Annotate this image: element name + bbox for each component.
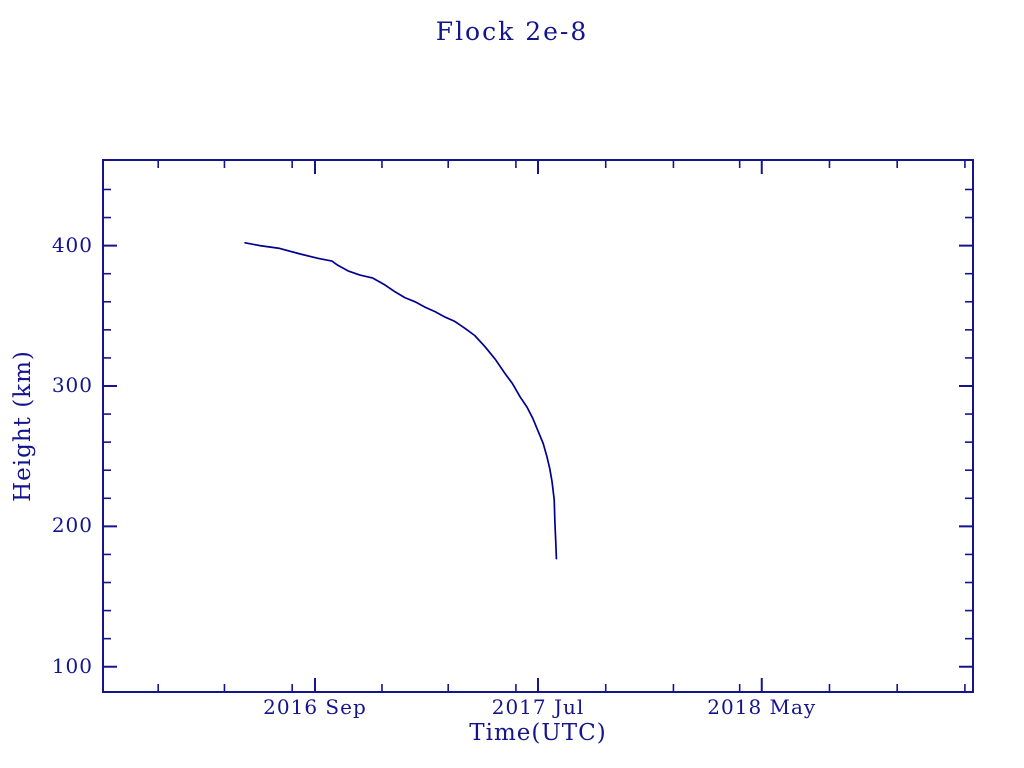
y-tick-label: 400 — [51, 232, 93, 257]
x-tick-label: 2018 May — [707, 695, 817, 719]
axes-frame — [102, 159, 974, 693]
x-tick-label: 2016 Sep — [263, 695, 367, 719]
x-axis-title: Time(UTC) — [469, 720, 607, 746]
y-tick-label: 300 — [51, 372, 93, 397]
y-tick-label: 100 — [51, 653, 93, 678]
decay-curve — [244, 241, 558, 560]
chart-title: Flock 2e-8 — [435, 17, 589, 46]
x-tick-label: 2017 Jul — [491, 695, 585, 719]
y-tick-label: 200 — [51, 513, 93, 538]
y-axis-title: Height (km) — [10, 350, 36, 502]
